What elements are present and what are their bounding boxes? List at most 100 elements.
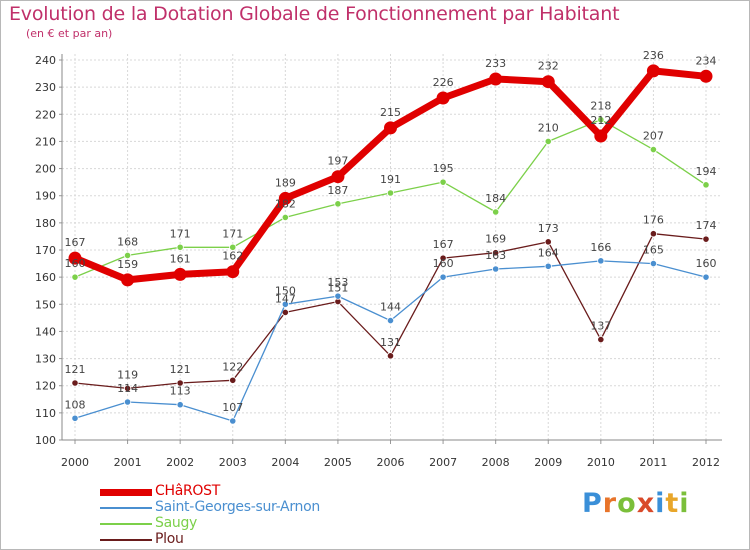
data-label: 119: [117, 368, 138, 381]
y-tick-label: 240: [35, 54, 56, 67]
data-label: 195: [433, 162, 454, 175]
data-label: 114: [117, 382, 138, 395]
data-label: 226: [433, 76, 454, 89]
y-tick-label: 180: [35, 217, 56, 230]
data-point: [226, 265, 240, 279]
data-point: [229, 376, 237, 384]
y-tick-label: 170: [35, 244, 56, 257]
data-label: 167: [65, 236, 86, 249]
data-point: [281, 300, 289, 308]
x-tick-label: 2000: [61, 456, 89, 469]
data-point: [229, 417, 237, 425]
data-label: 131: [380, 336, 401, 349]
y-tick-label: 190: [35, 190, 56, 203]
data-point: [492, 265, 500, 273]
data-label: 163: [485, 249, 506, 262]
data-label: 161: [170, 252, 191, 265]
y-tick-label: 100: [35, 434, 56, 447]
data-point: [176, 243, 184, 251]
y-tick-label: 200: [35, 163, 56, 176]
data-point: [699, 69, 713, 83]
data-point: [489, 72, 503, 86]
data-point: [544, 262, 552, 270]
data-point: [649, 230, 658, 238]
data-label: 164: [538, 246, 559, 259]
data-label: 121: [170, 363, 191, 376]
data-point: [702, 235, 710, 243]
data-point: [594, 129, 608, 143]
data-label: 166: [590, 241, 611, 254]
data-point: [71, 414, 79, 422]
data-point: [173, 267, 187, 281]
logo-letter: o: [617, 488, 637, 519]
data-point: [71, 379, 79, 387]
data-label: 171: [170, 227, 191, 240]
data-label: 151: [327, 282, 348, 295]
y-tick-label: 150: [35, 298, 56, 311]
data-label: 167: [433, 238, 454, 251]
data-point: [702, 181, 710, 189]
x-tick-label: 2002: [166, 456, 194, 469]
legend-swatch-saint-georges: [100, 507, 152, 509]
data-point: [68, 251, 82, 265]
data-label: 218: [590, 100, 611, 113]
data-label: 215: [380, 106, 401, 119]
data-label: 234: [696, 54, 717, 67]
data-label: 144: [380, 301, 401, 314]
data-point: [492, 208, 500, 216]
data-label: 210: [538, 121, 559, 134]
data-label: 153: [327, 276, 348, 289]
data-point: [439, 178, 447, 186]
data-point: [386, 316, 395, 325]
legend-label-charost: CHâROST: [155, 483, 220, 499]
y-tick-label: 130: [35, 353, 56, 366]
data-point: [646, 64, 660, 78]
data-label: 122: [222, 360, 243, 373]
x-tick-label: 2009: [534, 456, 562, 469]
data-label: 191: [380, 173, 401, 186]
data-label: 121: [65, 363, 86, 376]
data-label: 137: [590, 320, 611, 333]
x-tick-label: 2010: [587, 456, 615, 469]
y-tick-label: 230: [35, 81, 56, 94]
legend-swatch-charost: [100, 488, 152, 496]
data-point: [439, 254, 447, 262]
legend-swatch-plou: [100, 539, 152, 541]
data-label: 113: [170, 385, 191, 398]
data-point: [121, 273, 135, 287]
data-label: 160: [433, 257, 454, 270]
data-label: 168: [117, 235, 138, 248]
logo-letter: i: [679, 488, 690, 519]
data-point: [334, 200, 342, 208]
data-point: [123, 251, 132, 260]
x-tick-label: 2004: [271, 456, 299, 469]
data-point: [439, 273, 447, 281]
data-label: 232: [538, 60, 559, 73]
y-tick-label: 210: [35, 135, 56, 148]
data-point: [281, 213, 289, 222]
x-tick-label: 2008: [482, 456, 510, 469]
x-tick-label: 2007: [429, 456, 457, 469]
data-label: 189: [275, 176, 296, 189]
legend-label-plou: Plou: [155, 531, 184, 547]
y-tick-label: 110: [35, 407, 56, 420]
data-point: [229, 243, 237, 251]
data-point: [436, 91, 450, 105]
data-label: 187: [327, 184, 348, 197]
data-label: 174: [696, 219, 717, 232]
data-point: [649, 145, 658, 154]
x-tick-label: 2003: [219, 456, 247, 469]
data-label: 169: [485, 233, 506, 246]
data-point: [278, 191, 292, 205]
data-point: [384, 121, 397, 135]
data-label: 165: [643, 244, 664, 257]
data-label: 212: [590, 114, 611, 127]
data-label: 236: [643, 49, 664, 62]
data-point: [176, 401, 184, 409]
data-label: 207: [643, 130, 664, 143]
y-tick-label: 120: [35, 380, 56, 393]
data-point: [123, 398, 132, 406]
data-label: 197: [327, 155, 348, 168]
data-label: 171: [222, 227, 243, 240]
